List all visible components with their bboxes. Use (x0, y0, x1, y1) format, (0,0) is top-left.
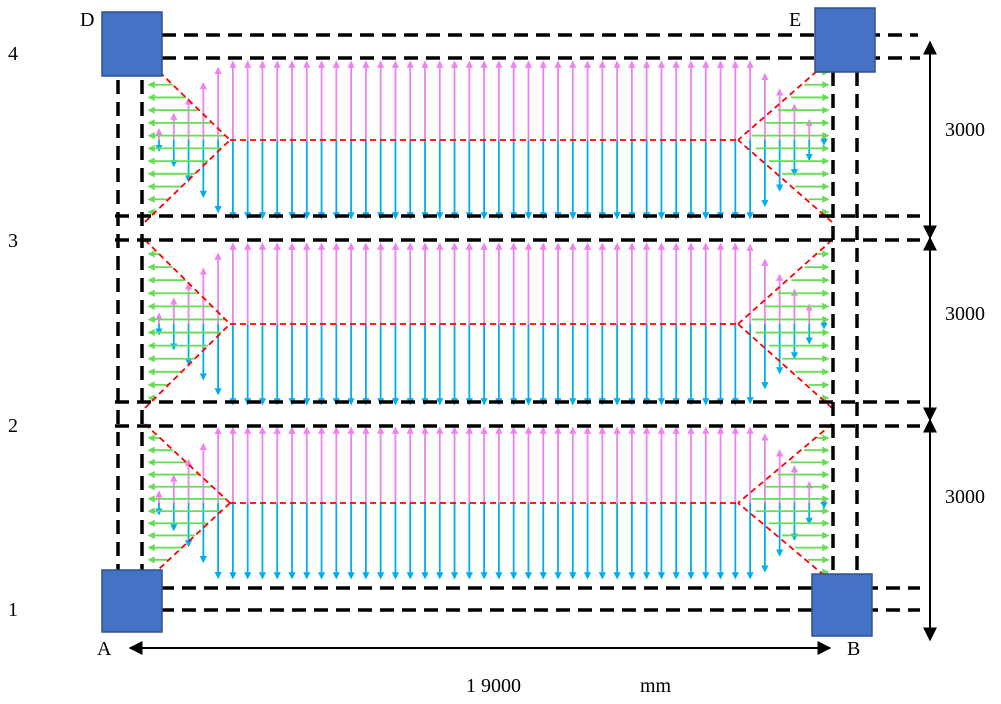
dimension-label-vertical-bottom: 3000 (945, 486, 985, 508)
column-D (101, 11, 163, 77)
row-label-1: 1 (8, 599, 18, 621)
yield-lines-layer (144, 57, 833, 583)
row-label-3: 3 (8, 230, 18, 252)
slab-panel-2 (147, 242, 830, 406)
beam-lines-layer (115, 33, 920, 612)
corner-label-A: A (97, 638, 112, 660)
corner-label-E: E (789, 9, 801, 31)
yield-line-diagonal (737, 502, 833, 583)
row-label-2: 2 (8, 415, 18, 437)
column-B (811, 573, 873, 637)
column-A (101, 569, 163, 633)
yield-line-diagonal (737, 239, 833, 325)
slab-panel-3 (147, 426, 830, 580)
corner-label-D: D (80, 9, 94, 31)
column-E (814, 7, 876, 73)
dimension-label-horizontal: 1 9000 (466, 675, 521, 697)
yield-line-diagonal (737, 139, 833, 223)
dimension-unit: mm (640, 675, 672, 697)
slab-panel-1 (147, 60, 830, 220)
dimension-label-vertical-top: 3000 (945, 119, 985, 141)
yield-line-diagonal (737, 323, 833, 409)
row-label-4: 4 (8, 43, 18, 65)
load-arrows-layer (147, 60, 830, 580)
yield-line-diagonal (737, 423, 833, 504)
corner-label-B: B (847, 638, 860, 660)
dimension-label-vertical-middle: 3000 (945, 303, 985, 325)
